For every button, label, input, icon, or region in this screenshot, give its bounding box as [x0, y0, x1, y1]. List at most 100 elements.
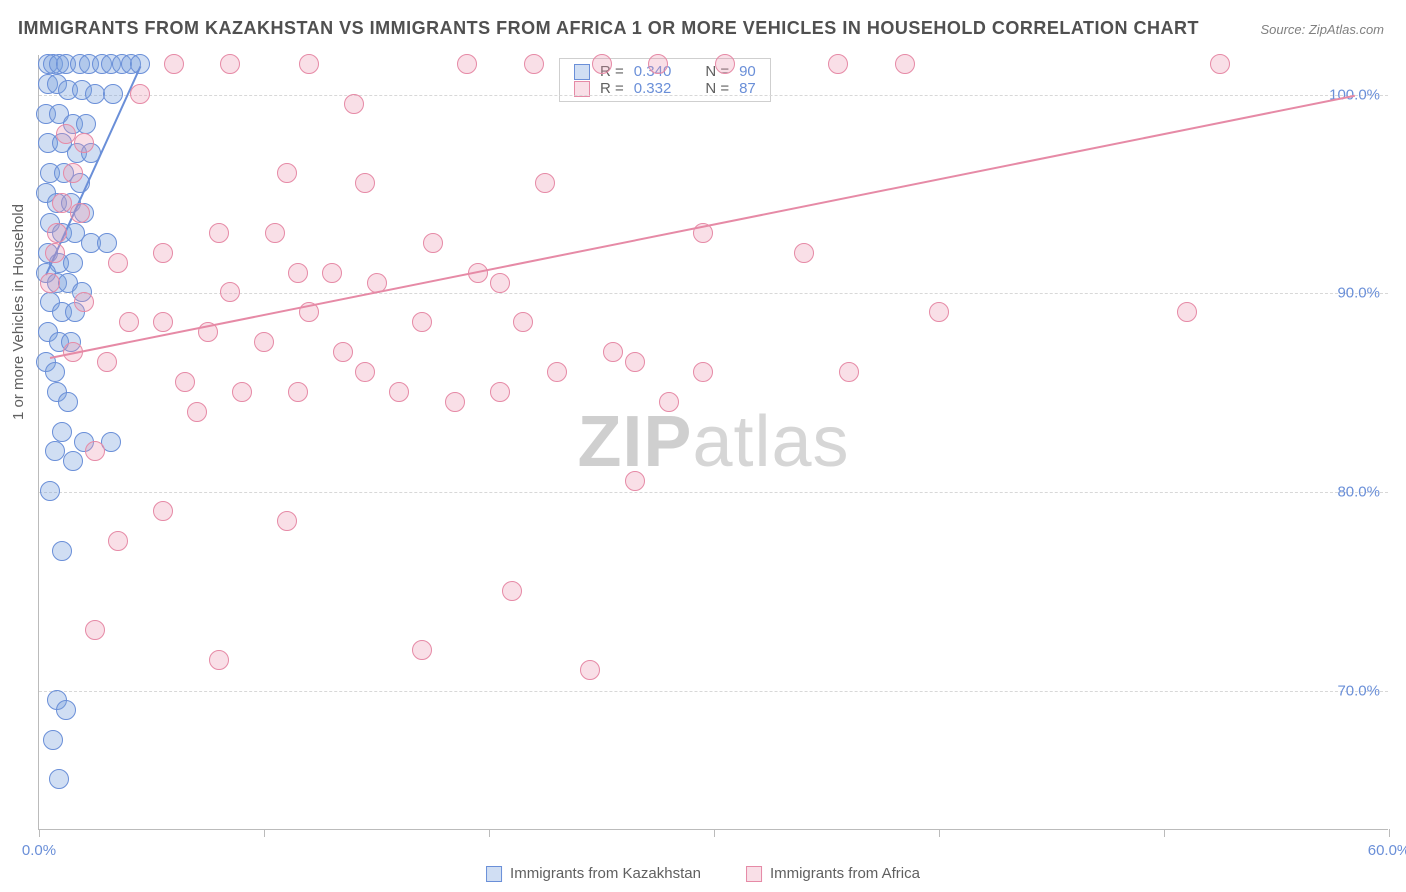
- data-point-africa: [85, 441, 105, 461]
- source-attribution: Source: ZipAtlas.com: [1260, 22, 1384, 37]
- data-point-kazakhstan: [56, 700, 76, 720]
- data-point-africa: [175, 372, 195, 392]
- series-name: Immigrants from Kazakhstan: [510, 865, 701, 882]
- y-axis-label: 1 or more Vehicles in Household: [10, 204, 27, 420]
- data-point-africa: [580, 660, 600, 680]
- scatter-plot: ZIPatlas R = 0.340N = 90R = 0.332N = 87 …: [38, 55, 1388, 830]
- data-point-africa: [70, 203, 90, 223]
- x-tick: [39, 829, 40, 837]
- series-name: Immigrants from Africa: [770, 865, 920, 882]
- data-point-africa: [412, 312, 432, 332]
- data-point-africa: [209, 223, 229, 243]
- chart-title: IMMIGRANTS FROM KAZAKHSTAN VS IMMIGRANTS…: [18, 18, 1199, 39]
- data-point-africa: [45, 243, 65, 263]
- legend-n-value: 90: [739, 63, 756, 80]
- trend-line-africa: [50, 95, 1355, 359]
- y-tick-label: 70.0%: [1337, 682, 1380, 699]
- data-point-kazakhstan: [63, 253, 83, 273]
- data-point-kazakhstan: [45, 441, 65, 461]
- data-point-kazakhstan: [52, 541, 72, 561]
- data-point-africa: [232, 382, 252, 402]
- data-point-africa: [220, 282, 240, 302]
- data-point-africa: [333, 342, 353, 362]
- series-legend-item: Immigrants from Africa: [746, 865, 920, 882]
- data-point-africa: [929, 302, 949, 322]
- gridline-h: [39, 95, 1388, 96]
- data-point-africa: [299, 54, 319, 74]
- x-tick: [1389, 829, 1390, 837]
- data-point-africa: [40, 273, 60, 293]
- x-tick: [939, 829, 940, 837]
- data-point-africa: [119, 312, 139, 332]
- data-point-africa: [659, 392, 679, 412]
- data-point-africa: [389, 382, 409, 402]
- data-point-africa: [423, 233, 443, 253]
- data-point-africa: [794, 243, 814, 263]
- data-point-kazakhstan: [103, 84, 123, 104]
- data-point-africa: [547, 362, 567, 382]
- data-point-africa: [502, 581, 522, 601]
- data-point-africa: [288, 382, 308, 402]
- data-point-africa: [164, 54, 184, 74]
- series-swatch-kazakhstan: [486, 866, 502, 882]
- watermark-zip: ZIP: [577, 402, 692, 482]
- data-point-africa: [592, 54, 612, 74]
- data-point-africa: [693, 362, 713, 382]
- watermark-atlas: atlas: [692, 402, 849, 482]
- x-tick-label: 0.0%: [22, 842, 56, 859]
- data-point-africa: [344, 94, 364, 114]
- data-point-africa: [187, 402, 207, 422]
- data-point-africa: [895, 54, 915, 74]
- gridline-h: [39, 293, 1388, 294]
- x-tick: [1164, 829, 1165, 837]
- data-point-africa: [153, 243, 173, 263]
- data-point-africa: [490, 273, 510, 293]
- x-tick: [714, 829, 715, 837]
- data-point-africa: [513, 312, 533, 332]
- data-point-kazakhstan: [49, 769, 69, 789]
- data-point-africa: [277, 163, 297, 183]
- data-point-africa: [839, 362, 859, 382]
- x-tick: [489, 829, 490, 837]
- legend-swatch-kazakhstan: [574, 64, 590, 80]
- data-point-africa: [457, 54, 477, 74]
- data-point-kazakhstan: [40, 481, 60, 501]
- data-point-africa: [209, 650, 229, 670]
- data-point-africa: [97, 352, 117, 372]
- data-point-africa: [265, 223, 285, 243]
- data-point-africa: [63, 163, 83, 183]
- data-point-africa: [1177, 302, 1197, 322]
- data-point-kazakhstan: [45, 362, 65, 382]
- data-point-africa: [828, 54, 848, 74]
- data-point-africa: [625, 471, 645, 491]
- data-point-africa: [445, 392, 465, 412]
- data-point-africa: [648, 54, 668, 74]
- y-tick-label: 80.0%: [1337, 484, 1380, 501]
- data-point-africa: [74, 133, 94, 153]
- x-tick-label: 60.0%: [1368, 842, 1406, 859]
- gridline-h: [39, 691, 1388, 692]
- data-point-africa: [322, 263, 342, 283]
- data-point-africa: [108, 253, 128, 273]
- data-point-africa: [74, 292, 94, 312]
- data-point-africa: [355, 173, 375, 193]
- data-point-kazakhstan: [85, 84, 105, 104]
- data-point-africa: [603, 342, 623, 362]
- series-legend: Immigrants from Kazakhstan Immigrants fro…: [486, 865, 920, 882]
- data-point-africa: [153, 501, 173, 521]
- data-point-kazakhstan: [76, 114, 96, 134]
- data-point-africa: [412, 640, 432, 660]
- data-point-africa: [130, 84, 150, 104]
- series-swatch-africa: [746, 866, 762, 882]
- data-point-africa: [535, 173, 555, 193]
- data-point-kazakhstan: [130, 54, 150, 74]
- data-point-africa: [85, 620, 105, 640]
- data-point-africa: [220, 54, 240, 74]
- data-point-kazakhstan: [52, 422, 72, 442]
- data-point-africa: [47, 223, 67, 243]
- data-point-africa: [52, 193, 72, 213]
- data-point-africa: [56, 124, 76, 144]
- y-tick-label: 90.0%: [1337, 285, 1380, 302]
- gridline-h: [39, 492, 1388, 493]
- data-point-africa: [153, 312, 173, 332]
